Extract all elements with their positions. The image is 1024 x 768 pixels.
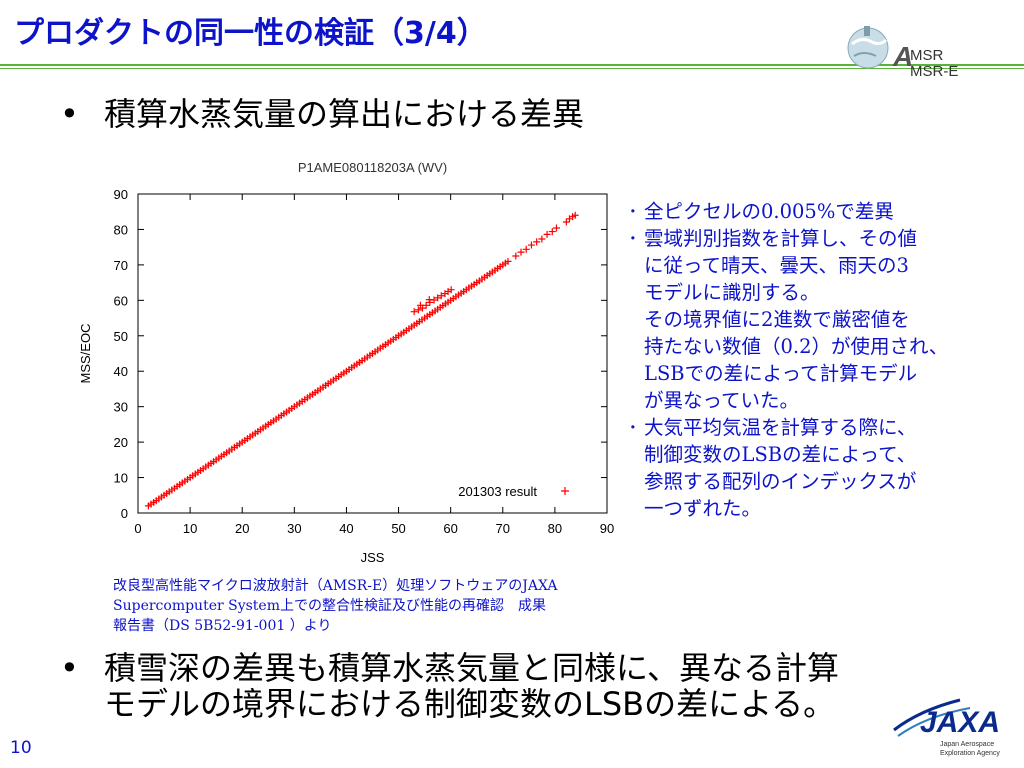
data-point (410, 308, 418, 316)
y-tick-label: 70 (114, 258, 128, 273)
y-tick-label: 90 (114, 187, 128, 202)
data-point (527, 241, 535, 249)
jaxa-logo: JAXA Japan Aerospace Exploration Agency (893, 698, 1000, 757)
note-line: 参照する配列のインデックスが (644, 470, 917, 493)
logo-line1: MSR (910, 47, 944, 64)
note-line: が異なっていた。 (644, 389, 800, 412)
note-line: 一つずれた。 (644, 497, 762, 520)
source-line: Supercomputer System上での整合性検証及び性能の再確認 成果 (113, 598, 546, 614)
x-tick-label: 90 (600, 521, 614, 536)
data-point (548, 228, 556, 236)
note-line: に従って晴天、曇天、雨天の3 (644, 254, 909, 277)
data-point (562, 218, 570, 226)
data-point (425, 296, 433, 304)
data-point (571, 211, 579, 219)
note-line: 制御変数のLSBの差によって、 (644, 443, 917, 466)
x-tick-label: 70 (496, 521, 510, 536)
y-tick-label: 50 (114, 329, 128, 344)
data-point (416, 301, 424, 309)
data-point (522, 245, 530, 253)
y-tick-label: 30 (114, 400, 128, 415)
source-line: 改良型高性能マイクロ波放射計（AMSR-E）処理ソフトウェアのJAXA (113, 578, 558, 594)
data-point (437, 292, 445, 300)
page-number: 10 (10, 738, 32, 758)
note-item: ･ 全ピクセルの0.005%で差異 (628, 198, 1020, 225)
x-tick-label: 0 (134, 521, 141, 536)
data-point (414, 306, 422, 314)
notes-panel: ･ 全ピクセルの0.005%で差異 ･ 雲域判別指数を計算し、その値 に従って晴… (628, 198, 1020, 522)
svg-text:A: A (892, 41, 913, 72)
note-line: 全ピクセルの0.005%で差異 (644, 200, 894, 223)
y-tick-label: 60 (114, 293, 128, 308)
x-axis-label: JSS (361, 550, 385, 565)
plot-frame (137, 193, 608, 514)
data-point (434, 294, 442, 302)
x-tick-label: 50 (391, 521, 405, 536)
note-line: モデルに識別する。 (644, 281, 820, 304)
bullet-marker: • (60, 95, 79, 133)
note-line: その境界値に2進数で厳密値を (644, 308, 910, 331)
data-point (447, 286, 455, 294)
jaxa-logo-icon (893, 698, 971, 737)
data-point (533, 238, 541, 246)
legend-marker (561, 487, 569, 495)
note-line: LSBでの差によって計算モデル (644, 362, 918, 385)
data-point (543, 230, 551, 238)
title-divider (0, 64, 1024, 66)
aqua-satellite-earth-icon (847, 26, 889, 69)
y-tick-label: 20 (114, 435, 128, 450)
amsr-logo: A MSR MSR-E (847, 26, 958, 80)
x-tick-label: 40 (339, 521, 353, 536)
note-line: 雲域判別指数を計算し、その値 (644, 227, 918, 250)
scatter-chart: P1AME080118203A (WV) 0 10 20 30 40 50 60 70 80 90 0… (78, 160, 614, 565)
data-point (552, 224, 560, 232)
bullet-marker: • (60, 649, 79, 687)
title-divider-thin (0, 68, 1024, 69)
x-tick-label: 60 (443, 521, 457, 536)
data-point (517, 248, 525, 256)
y-tick-label: 40 (114, 364, 128, 379)
jaxa-sub1: Japan Aerospace (940, 741, 994, 748)
y-tick-label: 0 (121, 506, 128, 521)
slide-title: プロダクトの同一性の検証（3/4） (14, 16, 487, 51)
jaxa-wordmark: JAXA (920, 706, 1000, 739)
chart-title: P1AME080118203A (WV) (298, 160, 447, 175)
bullet-text: 積算水蒸気量の算出における差異 (104, 95, 585, 133)
note-marker: ･ (628, 227, 638, 250)
x-tick-label: 20 (235, 521, 249, 536)
bullet-text: 積雪深の差異も積算水蒸気量と同様に、異なる計算 モデルの境界における制御変数のL… (104, 650, 839, 722)
note-marker: ･ (628, 416, 638, 439)
legend-label: 201303 result (458, 484, 537, 499)
jaxa-sub2: Exploration Agency (940, 750, 1000, 757)
note-marker: ･ (628, 200, 638, 223)
note-item: ･ 雲域判別指数を計算し、その値 に従って晴天、曇天、雨天の3 モデルに識別する… (628, 225, 1020, 414)
note-line: 大気平均気温を計算する際に、 (644, 416, 917, 439)
x-tick-label: 30 (287, 521, 301, 536)
bullet-line: 積雪深の差異も積算水蒸気量と同様に、異なる計算 (104, 649, 840, 687)
bullet-line: モデルの境界における制御変数のLSBの差による。 (104, 685, 836, 723)
data-point (512, 252, 520, 260)
x-tick-label: 10 (183, 521, 197, 536)
y-tick-label: 80 (114, 222, 128, 237)
data-point (504, 257, 512, 265)
note-item: ･ 大気平均気温を計算する際に、 制御変数のLSBの差によって、 参照する配列の… (628, 414, 1020, 522)
y-tick-label: 10 (114, 471, 128, 486)
x-tick-label: 80 (548, 521, 562, 536)
y-axis-label: MSS/EOC (78, 324, 93, 384)
data-point (538, 235, 546, 243)
logo-line2: MSR-E (910, 63, 958, 80)
note-line: 持たない数値（0.2）が使用され、 (644, 335, 949, 358)
source-citation: 改良型高性能マイクロ波放射計（AMSR-E）処理ソフトウェアのJAXA Supe… (113, 576, 633, 636)
source-line: 報告書（DS 5B52-91-001 ）より (113, 618, 332, 634)
